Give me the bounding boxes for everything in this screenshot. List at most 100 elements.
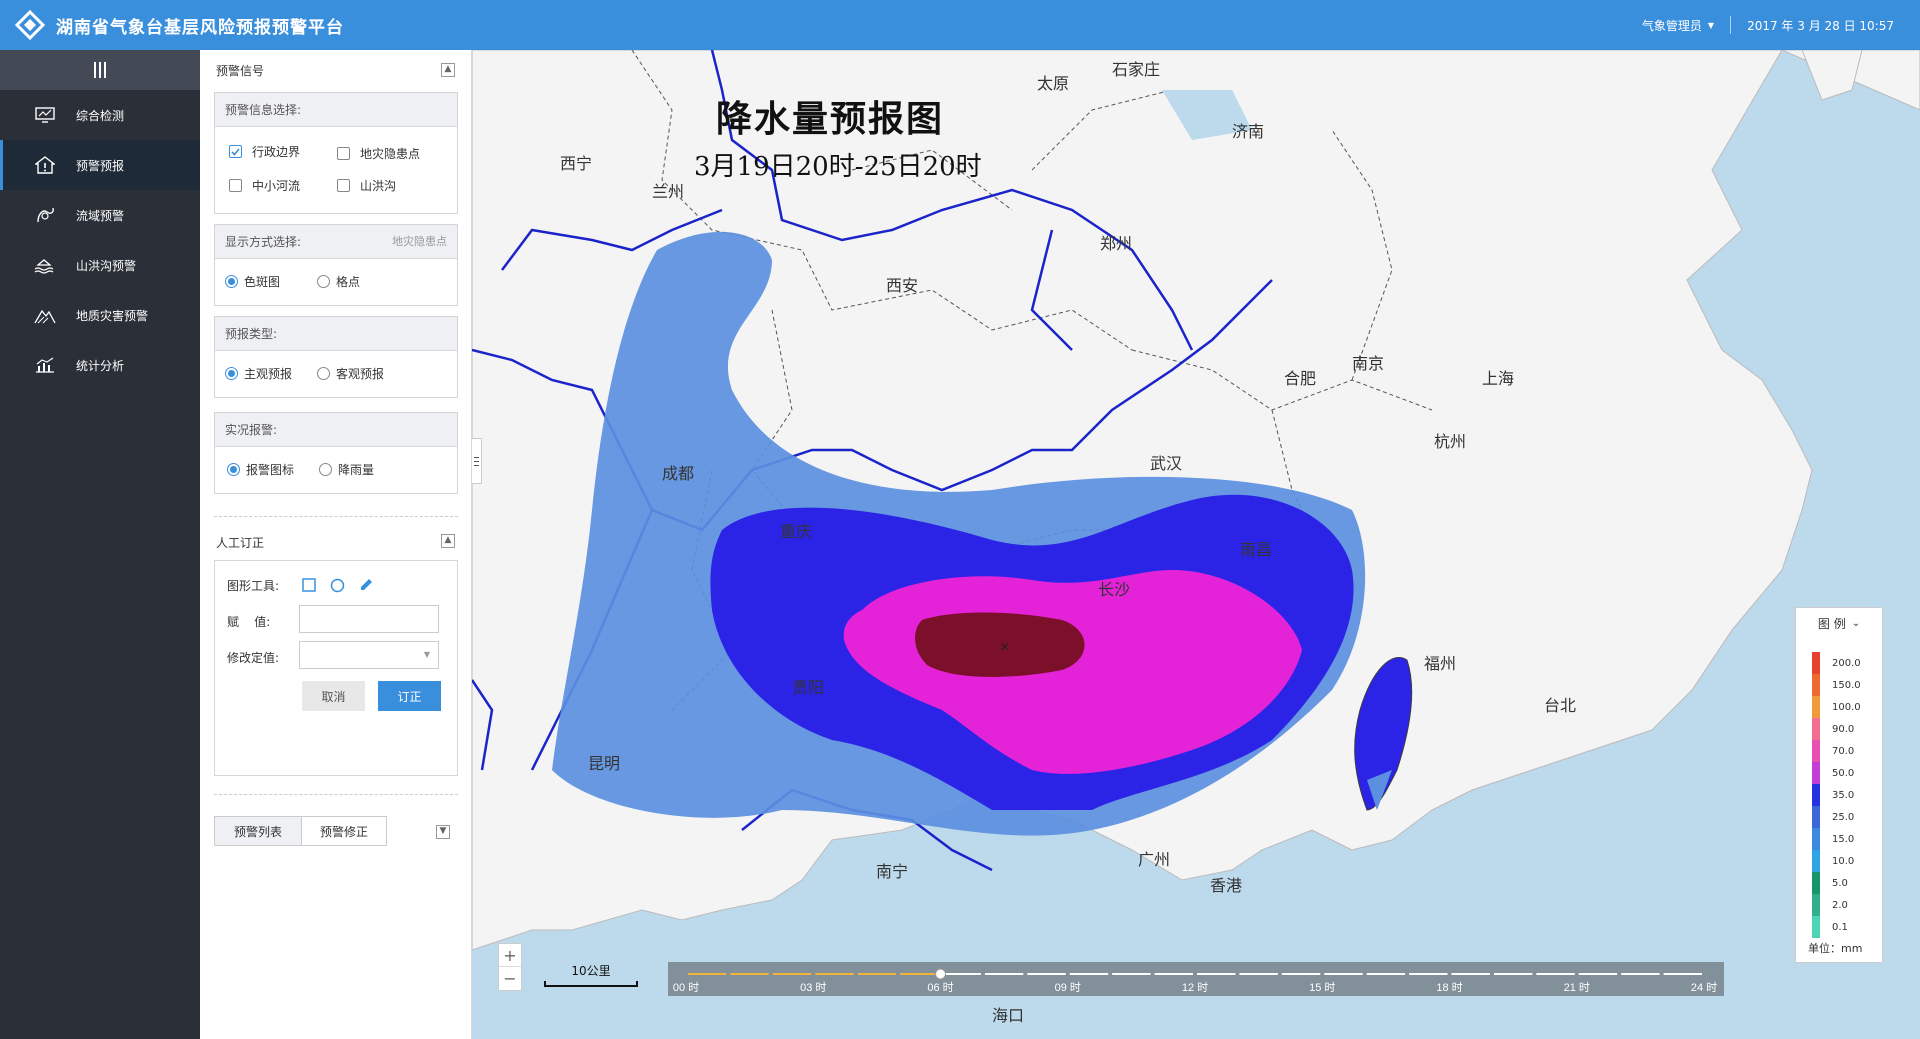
expand-button[interactable]: ▼ xyxy=(436,825,450,839)
sidebar-item-label: 统计分析 xyxy=(76,358,125,373)
legend-value: 200.0 xyxy=(1832,657,1861,669)
city-label: 贵阳 xyxy=(792,678,825,697)
timeline-label: 00 时 xyxy=(673,981,699,994)
legend-row: 5.0 xyxy=(1812,872,1848,894)
tab-warning-correction[interactable]: 预警修正 xyxy=(301,816,387,846)
sidebar-item-label: 流域预警 xyxy=(76,208,125,223)
chevron-down-icon: ▼ xyxy=(1707,20,1715,30)
legend-row: 70.0 xyxy=(1812,740,1854,762)
radio-label: 降雨量 xyxy=(338,463,375,477)
city-label: 昆明 xyxy=(588,754,621,773)
legend-row: 15.0 xyxy=(1812,828,1854,850)
checkbox-icon xyxy=(337,147,350,160)
legend-swatch xyxy=(1812,674,1820,696)
sidebar-item-label: 综合检测 xyxy=(76,108,125,123)
section-title: 预警信号 xyxy=(216,64,265,78)
sidebar-item-flood[interactable]: 山洪沟预警 xyxy=(0,240,200,290)
sidebar-toggle[interactable] xyxy=(0,50,200,90)
group-title: 显示方式选择: xyxy=(225,235,302,249)
timeline-label: 06 时 xyxy=(927,981,953,994)
group-title: 预报类型: xyxy=(215,317,457,351)
cancel-button[interactable]: 取消 xyxy=(302,681,365,711)
rectangle-tool-icon[interactable] xyxy=(302,578,316,595)
checkbox-label: 中小河流 xyxy=(252,179,301,193)
taiwan-south-light xyxy=(1367,770,1392,810)
circle-tool-icon[interactable] xyxy=(330,578,345,596)
manual-correction-group: 图形工具: 赋 值: 修改定值: ▼ 取消 订正 xyxy=(214,560,458,776)
legend-panel: 图 例 ⌄ 200.0 150.0 100.0 90.0 70.0 50.0 35.0 25.… xyxy=(1795,607,1883,963)
legend-swatch xyxy=(1812,762,1820,784)
city-label: 成都 xyxy=(662,464,695,483)
assign-input[interactable] xyxy=(299,605,439,633)
panel-collapse-handle[interactable] xyxy=(472,438,482,484)
sidebar-item-warning-forecast[interactable]: 预警预报 xyxy=(0,140,200,190)
legend-row: 200.0 xyxy=(1812,652,1861,674)
radio-objective[interactable]: 客观预报 xyxy=(317,365,384,382)
radio-icon xyxy=(319,463,332,476)
city-label: 台北 xyxy=(1544,696,1577,715)
user-name: 气象管理员 xyxy=(1641,18,1702,33)
forecast-type-group: 预报类型: 主观预报 客观预报 xyxy=(214,316,458,398)
checkbox-admin-boundary[interactable]: 行政边界 xyxy=(229,143,300,160)
modify-label: 修改定值: xyxy=(227,651,280,665)
radio-icon xyxy=(317,275,330,288)
checkbox-small-rivers[interactable]: 中小河流 xyxy=(229,177,300,194)
legend-value: 10.0 xyxy=(1832,855,1855,867)
legend-row: 100.0 xyxy=(1812,696,1861,718)
sidebar-item-geology[interactable]: 地质灾害预警 xyxy=(0,290,200,340)
zoom-out-button[interactable]: − xyxy=(503,969,517,988)
control-panel: 预警信号 ▲ 预警信息选择: 行政边界 地灾隐患点 中小河流 山洪沟 显示方式选… xyxy=(200,50,472,1039)
city-label: 太原 xyxy=(1037,74,1070,93)
city-label: 郑州 xyxy=(1100,234,1133,253)
radio-grid-point[interactable]: 格点 xyxy=(317,273,360,290)
divider xyxy=(214,794,458,795)
checkbox-hazard-points[interactable]: 地灾隐患点 xyxy=(337,145,420,162)
legend-value: 5.0 xyxy=(1832,877,1848,889)
timeline-handle[interactable] xyxy=(935,968,946,980)
legend-swatch xyxy=(1812,740,1820,762)
radio-label: 主观预报 xyxy=(244,367,293,381)
checkbox-label: 地灾隐患点 xyxy=(360,147,421,161)
legend-swatch xyxy=(1812,696,1820,718)
legend-value: 0.1 xyxy=(1832,921,1848,933)
radio-rainfall[interactable]: 降雨量 xyxy=(319,461,374,478)
map-view[interactable]: × 降水量预报图 3月19日20时-25日20时 太原 石家庄 济南 西宁 兰州… xyxy=(472,50,1920,1039)
scale-bar: 10公里 xyxy=(544,962,638,987)
checkbox-mountain-flood[interactable]: 山洪沟 xyxy=(337,177,396,194)
user-menu[interactable]: 气象管理员 ▼ xyxy=(1642,17,1714,34)
time-slider[interactable]: 00 时 03 时 06 时 09 时 12 时 15 时 18 时 21 时 24 时 xyxy=(668,962,1724,996)
map-title: 降水量预报图 xyxy=(716,98,945,140)
radio-alarm-icon[interactable]: 报警图标 xyxy=(227,461,294,478)
monitor-icon xyxy=(34,106,56,124)
legend-unit: 单位：mm xyxy=(1808,942,1863,955)
legend-row: 150.0 xyxy=(1812,674,1861,696)
divider xyxy=(1730,16,1732,34)
sidebar-item-statistics[interactable]: 统计分析 xyxy=(0,340,200,390)
city-label: 广州 xyxy=(1138,850,1171,869)
tab-warning-list[interactable]: 预警列表 xyxy=(214,816,302,846)
radio-color-spot[interactable]: 色斑图 xyxy=(225,273,280,290)
collapse-button[interactable]: ▲ xyxy=(441,63,455,77)
pencil-tool-icon[interactable] xyxy=(358,577,374,596)
radio-checked-icon xyxy=(225,275,238,288)
modify-select[interactable]: ▼ xyxy=(299,641,439,669)
city-label: 石家庄 xyxy=(1112,60,1161,79)
sidebar-item-basin[interactable]: 流域预警 xyxy=(0,190,200,240)
map-canvas: × xyxy=(472,50,1920,951)
city-label: 南宁 xyxy=(876,862,909,881)
timeline-label: 18 时 xyxy=(1436,981,1462,994)
sidebar-item-monitor[interactable]: 综合检测 xyxy=(0,90,200,140)
city-label: 长沙 xyxy=(1098,580,1131,599)
zoom-in-button[interactable]: + xyxy=(499,944,521,967)
bay xyxy=(1162,90,1252,140)
legend-toggle[interactable]: 图 例 ⌄ xyxy=(1796,608,1882,638)
menu-icon xyxy=(94,62,106,78)
collapse-button[interactable]: ▲ xyxy=(441,534,455,548)
radio-label: 色斑图 xyxy=(244,275,281,289)
legend-value: 2.0 xyxy=(1832,899,1848,911)
legend-value: 25.0 xyxy=(1832,811,1855,823)
confirm-correction-button[interactable]: 订正 xyxy=(378,681,441,711)
radio-subjective[interactable]: 主观预报 xyxy=(225,365,292,382)
legend-row: 10.0 xyxy=(1812,850,1854,872)
legend-swatch xyxy=(1812,872,1820,894)
